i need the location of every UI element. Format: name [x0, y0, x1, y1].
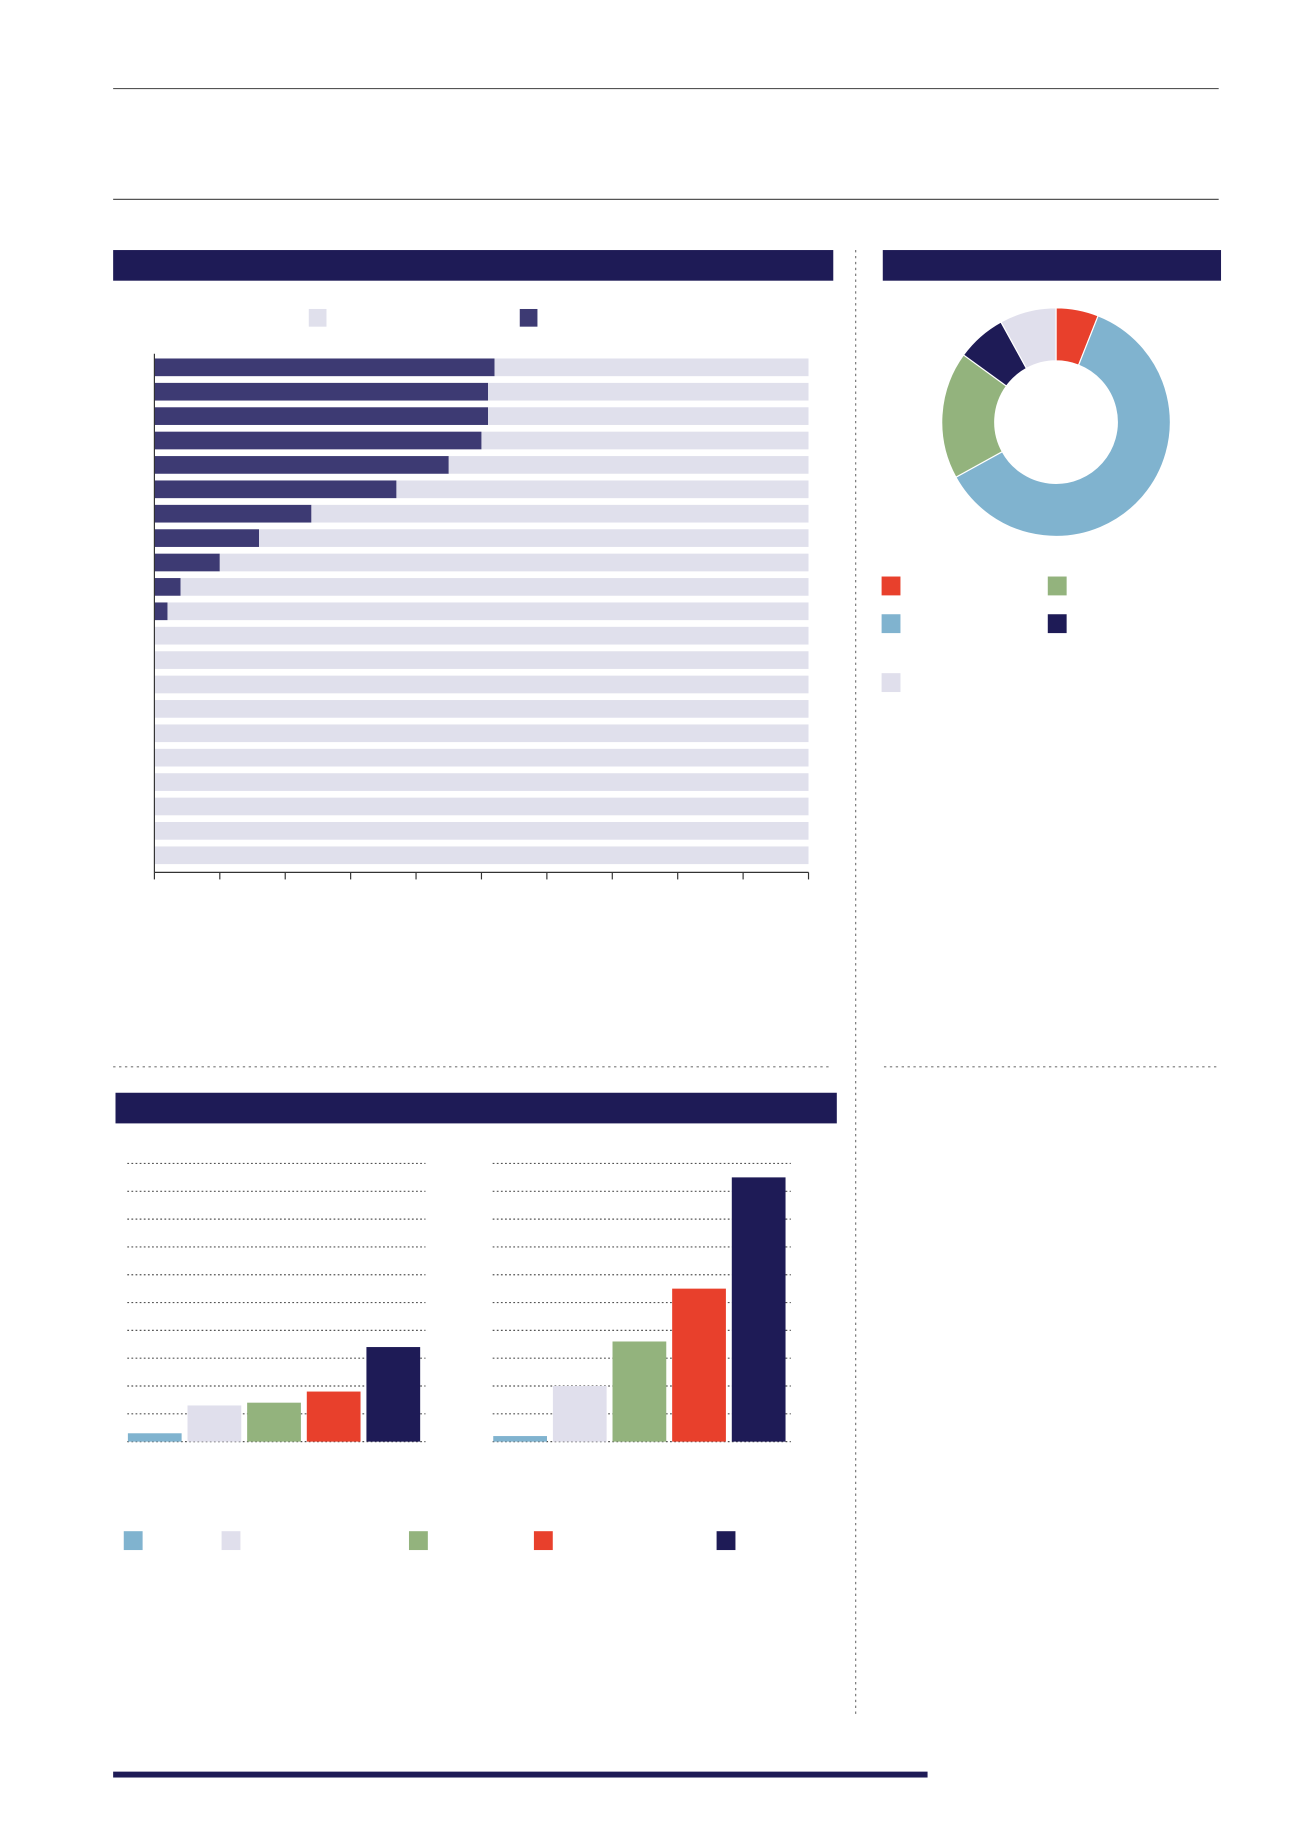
bar-segment	[488, 382, 809, 401]
bar-segment	[154, 773, 809, 791]
bar-segment	[154, 797, 809, 816]
legend-swatch	[881, 614, 901, 634]
legend-swatch	[881, 673, 901, 693]
bar-segment	[494, 358, 809, 377]
bar-segment	[448, 456, 809, 474]
legend-swatch	[1047, 614, 1067, 634]
bar-segment	[154, 675, 809, 694]
bar-segment	[154, 724, 809, 743]
bar-segment	[219, 553, 809, 572]
bar	[493, 1436, 547, 1442]
bar-segment	[154, 456, 449, 474]
bar-segment	[154, 626, 809, 645]
legend-swatch	[308, 308, 327, 327]
bar-segment	[154, 748, 809, 767]
bar-segment	[311, 504, 809, 523]
legend-swatch	[123, 1531, 143, 1551]
bar-segment	[154, 480, 397, 499]
legend-swatch	[221, 1531, 241, 1551]
bar-segment	[154, 529, 260, 547]
bar-segment	[154, 651, 809, 669]
bar-segment	[180, 578, 809, 596]
bar-segment	[259, 529, 809, 547]
bar-segment	[154, 431, 482, 450]
bar	[366, 1347, 421, 1442]
bar-segment	[396, 480, 809, 499]
bar-segment	[154, 700, 809, 718]
bar-segment	[154, 602, 168, 621]
bar	[731, 1177, 786, 1442]
bar	[127, 1433, 182, 1442]
bar-segment	[154, 846, 809, 865]
bar-segment	[154, 504, 312, 523]
legend-swatch	[1047, 576, 1067, 596]
bar	[306, 1391, 361, 1442]
bar	[552, 1385, 607, 1442]
legend-swatch	[716, 1531, 736, 1551]
footer-bar	[113, 1771, 928, 1778]
legend-swatch	[881, 576, 901, 596]
bar	[672, 1288, 726, 1442]
bar-segment	[167, 602, 809, 621]
bar	[187, 1405, 242, 1442]
bar-segment	[488, 407, 809, 425]
bar-segment	[154, 407, 489, 425]
section-header	[882, 250, 1222, 281]
bar-segment	[154, 578, 181, 596]
section-header	[113, 250, 834, 281]
bar-segment	[154, 553, 220, 572]
bar	[247, 1402, 301, 1442]
bar-segment	[154, 382, 489, 401]
donut-slice	[1000, 307, 1057, 370]
bar-segment	[154, 822, 809, 840]
legend-swatch	[533, 1531, 553, 1551]
bar-segment	[154, 358, 495, 377]
legend-swatch	[519, 308, 538, 327]
legend-swatch	[408, 1531, 428, 1551]
bar	[612, 1341, 667, 1442]
section-header	[115, 1092, 837, 1124]
bar-segment	[481, 431, 809, 450]
donut-slice	[955, 315, 1171, 538]
